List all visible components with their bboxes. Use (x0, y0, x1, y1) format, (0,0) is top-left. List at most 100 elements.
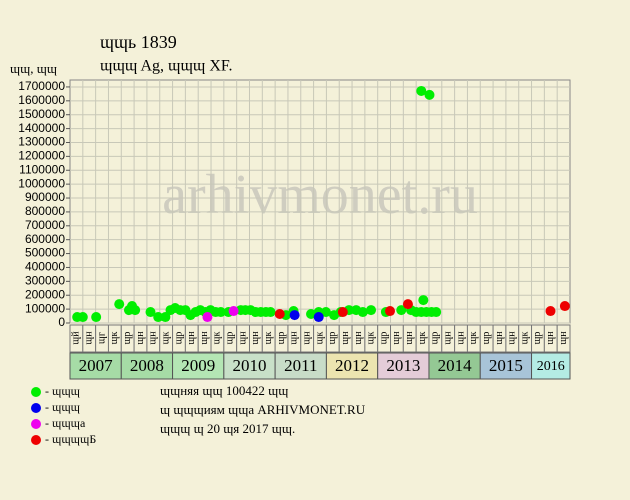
period-label: ɰн (558, 331, 569, 345)
point (265, 307, 276, 318)
year-label: 2009 (181, 356, 215, 375)
period-label: ɰн (148, 331, 159, 345)
period-label: ɰн (353, 331, 364, 345)
period-label: ɰн (301, 331, 312, 345)
year-label: 2010 (232, 356, 266, 375)
footer-line: ɰɰɰ ɰ 20 ɰя 2017 ɰɰ. (160, 421, 295, 436)
period-label: ɰр (122, 332, 133, 345)
legend-marker (31, 419, 41, 429)
y-tick-label: 1500000 (18, 107, 65, 121)
y-tick-label: 500000 (25, 246, 65, 260)
period-label: ɰн (289, 331, 300, 345)
period-label: ɰр (225, 332, 236, 345)
y-tick-label: 100000 (25, 301, 65, 315)
period-label: ɰр (173, 332, 184, 345)
period-label: ɰк (519, 332, 530, 345)
point (337, 307, 348, 318)
legend-marker (31, 435, 41, 445)
point (313, 312, 324, 323)
point (559, 301, 570, 312)
footer-line: ɰɰняя ɰɰ 100422 ɰɰ (160, 383, 288, 398)
period-label: ɰн (404, 331, 415, 345)
year-label: 2007 (79, 356, 114, 375)
year-label: 2013 (386, 356, 420, 375)
point (357, 307, 368, 318)
point (385, 306, 395, 317)
point (153, 312, 164, 323)
period-label: ɰк (160, 332, 171, 345)
y-tick-label: 1400000 (18, 121, 65, 135)
y-tick-label: 400000 (25, 260, 65, 274)
period-label: ɰг (96, 332, 107, 344)
plot-area (69, 79, 571, 324)
y-tick-label: 1700000 (18, 79, 65, 93)
point (228, 306, 239, 317)
period-label: ɰн (250, 331, 261, 345)
point (202, 312, 213, 323)
y-tick-label: 200000 (25, 287, 65, 301)
point (274, 308, 285, 319)
period-label: ɰк (366, 332, 377, 345)
point (424, 89, 435, 100)
point (416, 85, 427, 96)
year-band (69, 352, 122, 380)
period-label: ɰк (212, 332, 223, 345)
point (289, 310, 300, 321)
point (396, 305, 407, 316)
year-band (531, 352, 571, 380)
period-label: ɰн (135, 331, 146, 345)
year-label: 2016 (537, 359, 565, 374)
y-tick-label: 1200000 (18, 149, 65, 163)
period-label: ɰк (468, 332, 479, 345)
year-band (428, 352, 481, 380)
y-tick-label: 800000 (25, 204, 65, 218)
period-label: ɰк (314, 332, 325, 345)
footer-line: ɰ ɰɰɰиям ɰɰа ARHIVMONET.RU (160, 402, 366, 417)
point (306, 308, 317, 319)
y-axis-label: ɰɰ, ɰɰ (10, 61, 57, 76)
period-label: ɰн (391, 331, 402, 345)
y-tick-label: 1300000 (18, 135, 65, 149)
year-label: 2015 (489, 356, 523, 375)
y-tick-label: 600000 (25, 232, 65, 246)
year-label: 2011 (284, 356, 317, 375)
year-band (120, 352, 174, 380)
y-tick-label: 1600000 (18, 93, 65, 107)
watermark: arhivmonet.ru (162, 164, 478, 226)
period-label: ɰр (532, 332, 543, 345)
y-tick-label: 700000 (25, 218, 65, 232)
period-label: ɰр (378, 332, 389, 345)
y-tick-label: 900000 (25, 190, 65, 204)
chart-subtitle: ɰɰɰ Ag, ɰɰɰ XF. (100, 58, 233, 75)
point (366, 305, 377, 316)
period-label: ɰн (237, 331, 248, 345)
point (418, 295, 429, 306)
period-label: ɰн (494, 331, 505, 345)
year-label: 2008 (130, 356, 164, 375)
y-tick-label: 1000000 (18, 176, 65, 190)
year-label: 2014 (438, 356, 473, 375)
point (215, 307, 226, 318)
period-cell (556, 324, 571, 353)
point (91, 312, 102, 323)
point (320, 307, 331, 318)
period-label: ɰн (443, 331, 454, 345)
period-label: ɰй (71, 331, 82, 345)
period-label: ɰк (109, 332, 120, 345)
year-band (479, 352, 533, 380)
period-label: ɰр (481, 332, 492, 345)
point (160, 312, 171, 323)
period-label: ɰн (545, 331, 556, 345)
year-band (274, 352, 327, 380)
y-tick-label: 300000 (25, 274, 65, 288)
period-label: ɰр (276, 332, 287, 345)
point (145, 307, 156, 318)
point (130, 305, 141, 316)
legend-marker (31, 403, 41, 413)
period-label: ɰн (199, 331, 210, 345)
year-band (223, 352, 276, 380)
y-tick-label: 0 (58, 315, 65, 329)
point (402, 299, 413, 310)
